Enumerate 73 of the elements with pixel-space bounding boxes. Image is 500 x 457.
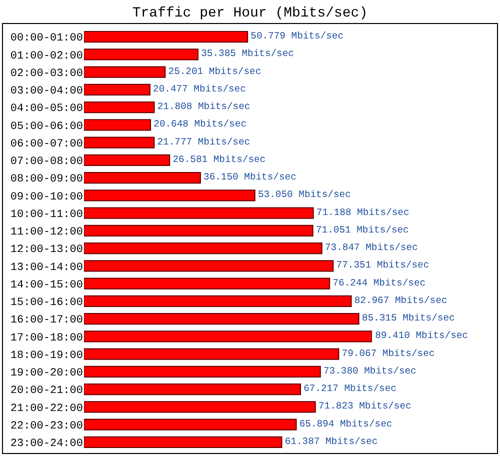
data-label: 65.894 Mbits/sec: [299, 418, 392, 430]
data-label: 25.201 Mbits/sec: [168, 66, 262, 77]
data-label: 21.808 Mbits/sec: [157, 101, 250, 112]
bar: [84, 48, 198, 60]
bar: [84, 260, 334, 272]
data-label: 61.387 Mbits/sec: [284, 436, 378, 447]
y-tick-label: 23:00-24:00: [10, 438, 83, 450]
data-label: 53.050 Mbits/sec: [258, 189, 352, 200]
y-tick-label: 09:00-10:00: [10, 191, 83, 204]
y-tick-label: 12:00-13:00: [10, 244, 83, 256]
y-tick-label: 00:00-01:00: [10, 32, 83, 45]
bar: [84, 278, 330, 290]
y-tick-label: 07:00-08:00: [10, 156, 83, 168]
data-label: 71.051 Mbits/sec: [316, 224, 410, 236]
y-tick-label: 18:00-19:00: [10, 350, 83, 362]
data-label: 50.779 Mbits/sec: [250, 30, 344, 42]
bar: [84, 66, 166, 78]
bar: [84, 418, 297, 430]
bar: [84, 136, 155, 148]
y-tick-label: 10:00-11:00: [10, 208, 83, 221]
data-label: 85.315 Mbits/sec: [362, 312, 455, 324]
data-label: 20.648 Mbits/sec: [154, 118, 247, 130]
data-label: 21.777 Mbits/sec: [157, 136, 250, 148]
chart-title: Traffic per Hour (Mbits/sec): [132, 6, 368, 22]
y-tick-label: 16:00-17:00: [10, 314, 83, 327]
data-label: 79.067 Mbits/sec: [342, 348, 435, 359]
y-tick-label: 15:00-16:00: [10, 297, 83, 310]
y-tick-label: 17:00-18:00: [10, 332, 83, 344]
data-label: 26.581 Mbits/sec: [172, 154, 266, 165]
bar: [84, 348, 340, 360]
bar: [84, 401, 316, 413]
bar: [84, 31, 248, 43]
bar: [84, 242, 322, 254]
y-tick-label: 03:00-04:00: [10, 86, 83, 98]
bar: [84, 154, 170, 166]
data-label: 76.244 Mbits/sec: [332, 277, 426, 288]
bar: [84, 190, 256, 202]
data-label: 36.150 Mbits/sec: [204, 172, 297, 183]
y-tick-label: 11:00-12:00: [10, 226, 83, 239]
y-tick-label: 21:00-22:00: [10, 402, 83, 415]
data-label: 77.351 Mbits/sec: [336, 260, 430, 271]
data-label: 73.380 Mbits/sec: [323, 365, 417, 376]
data-label: 35.385 Mbits/sec: [201, 48, 294, 60]
data-label: 82.967 Mbits/sec: [354, 294, 448, 306]
bar: [84, 119, 152, 131]
bar: [84, 436, 282, 448]
bar: [84, 295, 352, 307]
bar: [84, 384, 302, 396]
bar: [84, 84, 150, 96]
data-label: 20.477 Mbits/sec: [153, 83, 246, 94]
bar: [84, 366, 321, 378]
bar: [84, 102, 155, 114]
y-tick-label: 04:00-05:00: [10, 103, 83, 116]
y-tick-label: 19:00-20:00: [10, 368, 83, 380]
y-tick-label: 01:00-02:00: [10, 50, 83, 62]
y-tick-label: 05:00-06:00: [10, 120, 83, 133]
bar: [84, 207, 314, 219]
y-tick-label: 14:00-15:00: [10, 279, 83, 292]
y-tick-label: 06:00-07:00: [10, 138, 83, 150]
bar: [84, 224, 314, 236]
bar: [84, 330, 372, 342]
y-tick-label: 20:00-21:00: [10, 385, 83, 398]
data-label: 89.410 Mbits/sec: [375, 330, 468, 342]
data-label: 71.188 Mbits/sec: [316, 206, 410, 218]
y-tick-label: 22:00-23:00: [10, 420, 83, 432]
y-tick-label: 13:00-14:00: [10, 262, 83, 274]
bar: [84, 172, 201, 184]
y-tick-label: 08:00-09:00: [10, 174, 83, 186]
bar: [84, 313, 360, 325]
data-label: 67.217 Mbits/sec: [304, 383, 397, 394]
data-label: 73.847 Mbits/sec: [324, 242, 418, 254]
data-label: 71.823 Mbits/sec: [318, 400, 412, 412]
y-tick-label: 02:00-03:00: [10, 68, 83, 80]
